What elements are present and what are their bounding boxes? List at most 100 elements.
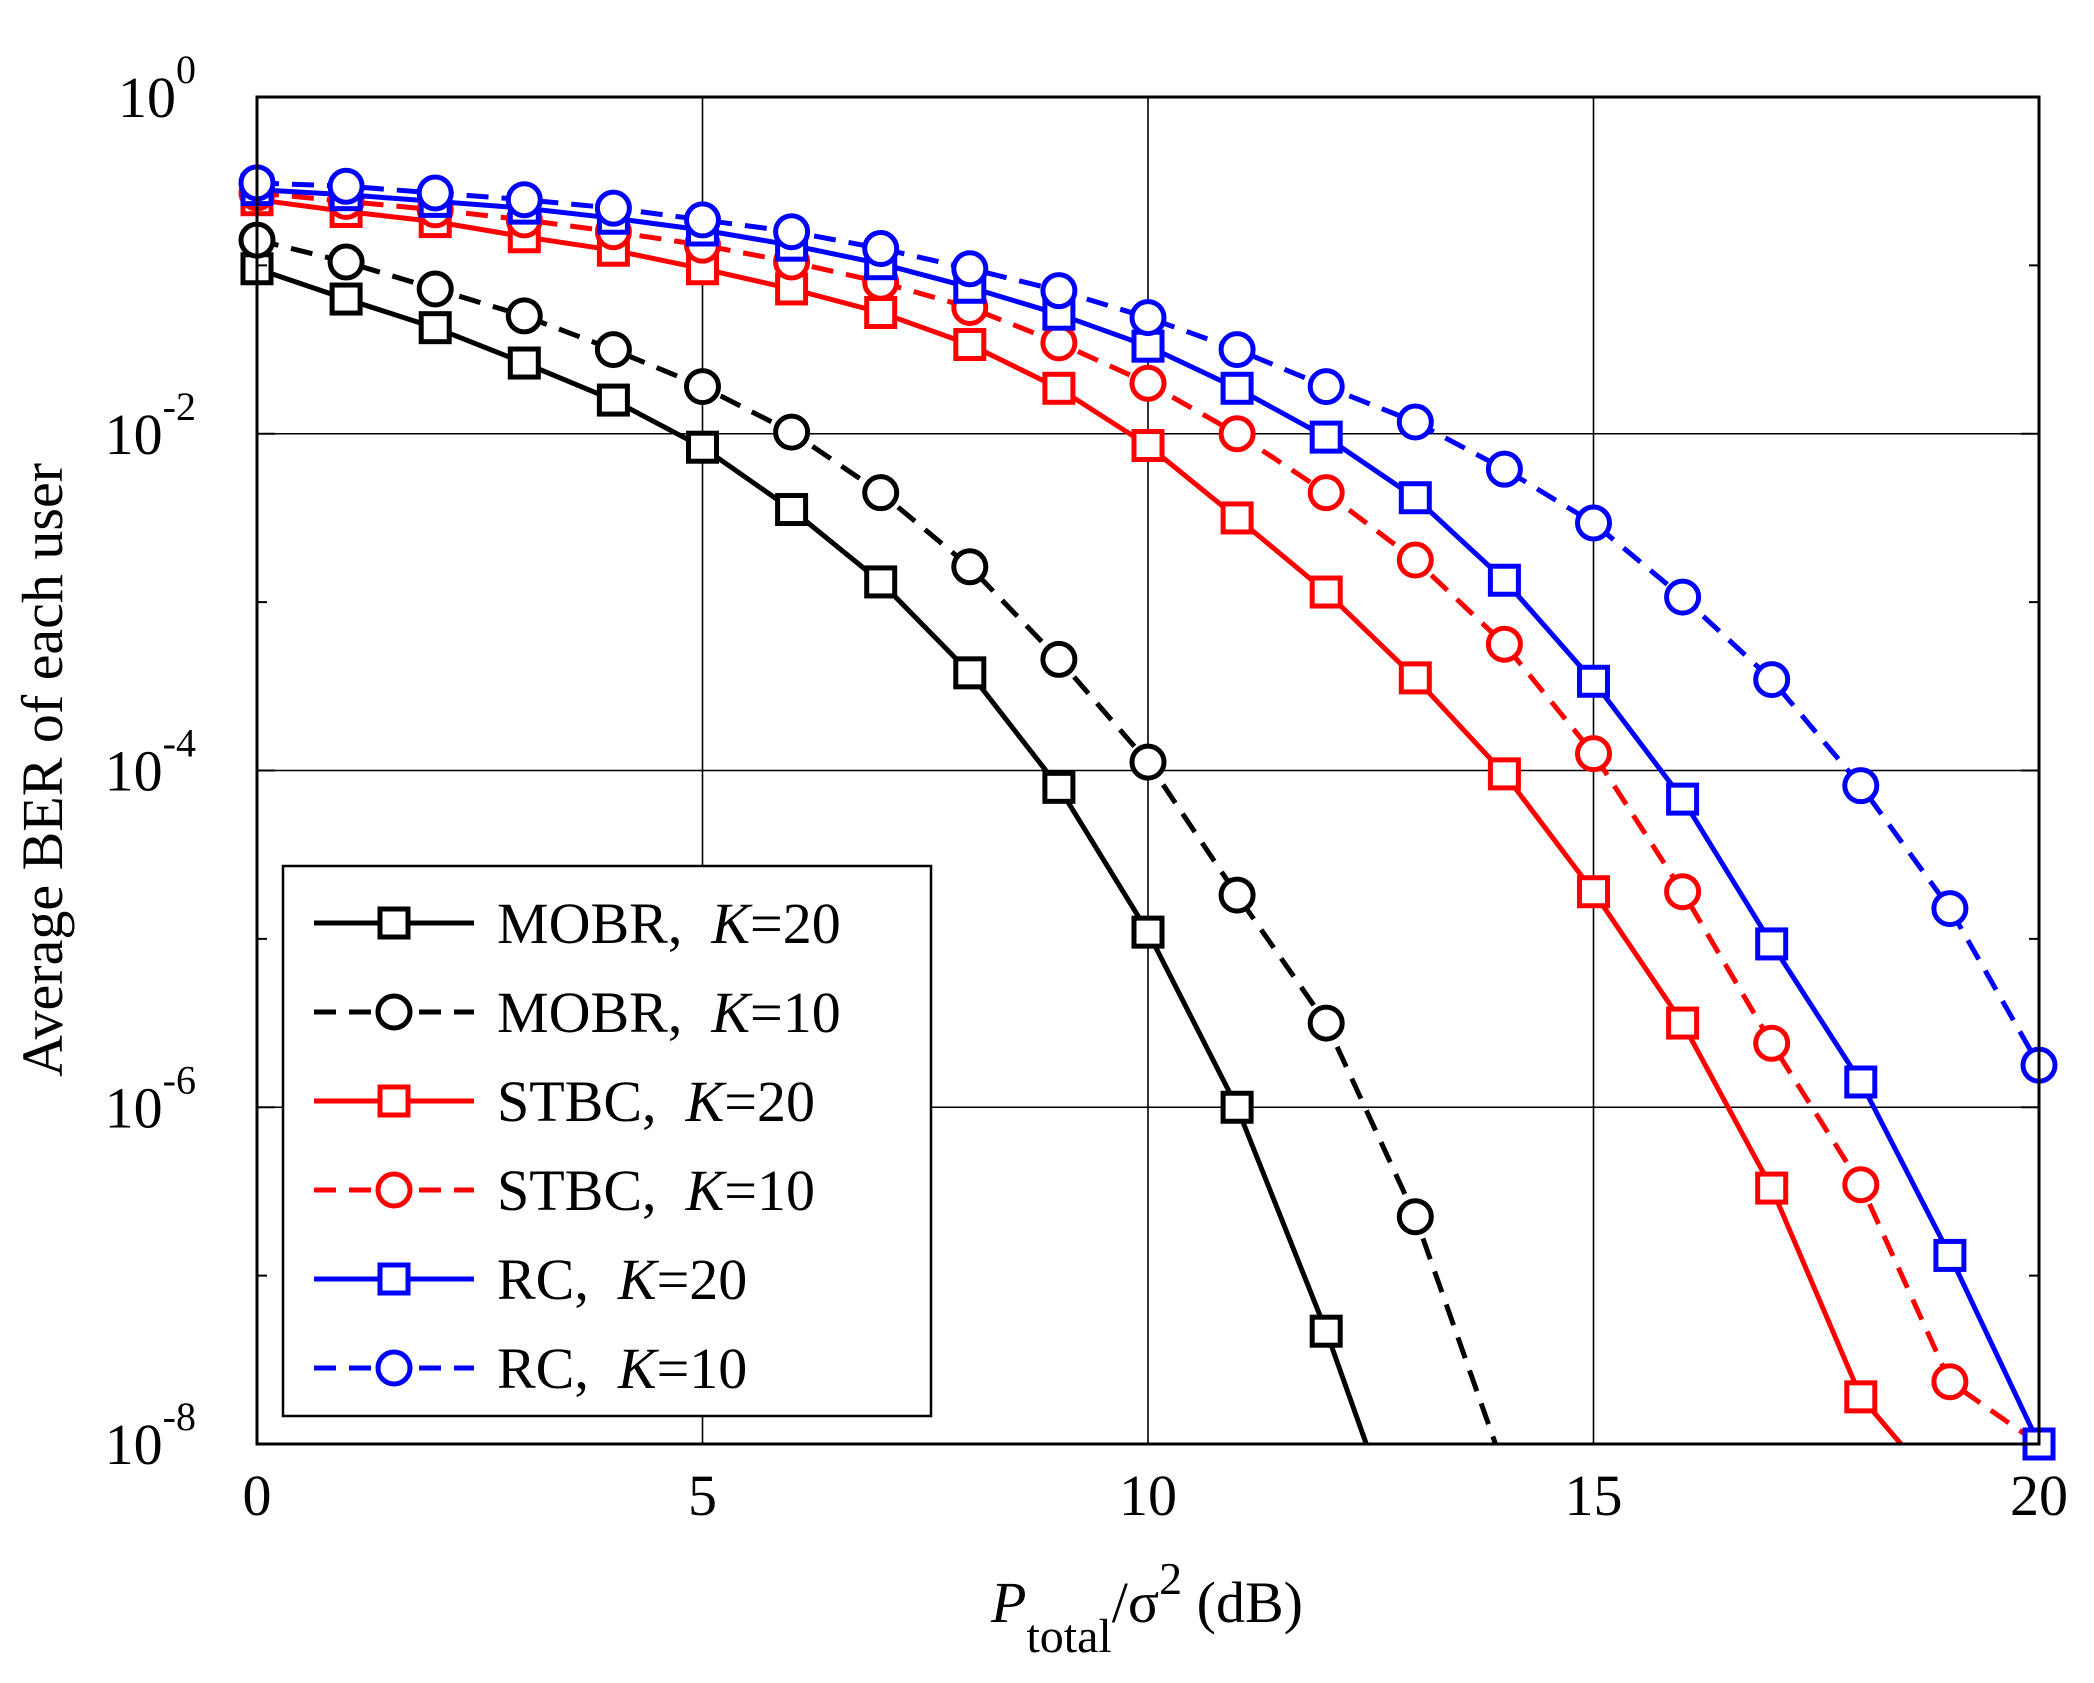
series-2-point-10 <box>1131 429 1165 463</box>
legend-marker-2 <box>377 1084 411 1118</box>
y-tick-label-2: 10-4 <box>105 721 196 804</box>
series-5-point-16 <box>1664 578 1702 616</box>
series-2-point-18 <box>1844 1380 1878 1414</box>
series-3-point-12 <box>1307 474 1345 512</box>
series-line-5 <box>256 180 2042 1067</box>
series-5-point-7 <box>862 230 900 268</box>
series-0-point-12 <box>1309 1314 1343 1348</box>
legend-marker-5 <box>375 1349 413 1387</box>
legend-k-value-1: =10 <box>750 980 841 1045</box>
legend-k-value-2: =20 <box>724 1069 815 1134</box>
y-tick-label-3: 10-6 <box>105 1057 196 1140</box>
series-2-point-9 <box>1042 371 1076 405</box>
legend-marker-1 <box>375 993 413 1031</box>
series-4-point-19 <box>1933 1238 1967 1272</box>
legend-label-2: STBC, K=20 <box>497 1069 815 1134</box>
legend-k-3: K <box>685 1158 728 1223</box>
series-1-point-11 <box>1218 876 1256 914</box>
legend-name-5: RC, <box>497 1336 618 1401</box>
y-tick-label-1: 10-2 <box>105 384 196 467</box>
legend-label-3: STBC, K=10 <box>497 1158 815 1223</box>
legend-label-4: RC, K=20 <box>497 1247 747 1312</box>
series-2-point-17 <box>1755 1171 1789 1205</box>
series-5-point-1 <box>327 167 365 205</box>
legend-entry-0: MOBR, K=20 <box>314 891 841 956</box>
y-tick-exponent-2: -4 <box>163 721 196 766</box>
legend-marker-3 <box>375 1171 413 1209</box>
x-tick-label-4: 20 <box>2010 1463 2068 1528</box>
legend-entry-5: RC, K=10 <box>314 1336 747 1401</box>
series-3-point-10 <box>1129 364 1167 402</box>
legend-name-1: MOBR, <box>497 980 711 1045</box>
series-0-point-11 <box>1220 1090 1254 1124</box>
y-tick-base-1: 10 <box>105 402 163 467</box>
legend-k-1: K <box>710 980 753 1045</box>
legend-name-3: STBC, <box>497 1158 686 1223</box>
series-5-point-9 <box>1040 272 1078 310</box>
series-5-point-5 <box>684 201 721 239</box>
y-tick-base-3: 10 <box>105 1075 163 1140</box>
series-5-point-14 <box>1485 450 1523 488</box>
series-1-point-5 <box>684 368 721 406</box>
series-1-point-6 <box>773 413 811 451</box>
series-0-point-9 <box>1042 770 1076 804</box>
series-1-point-10 <box>1129 743 1167 781</box>
legend-k-value-4: =20 <box>657 1247 748 1312</box>
series-3-point-17 <box>1753 1024 1791 1062</box>
series-4-point-16 <box>1666 782 1700 816</box>
series-1-point-13 <box>1396 1198 1434 1236</box>
legend-label-5: RC, K=10 <box>497 1336 747 1401</box>
series-2-point-16 <box>1666 1006 1700 1040</box>
y-tick-label-0: 100 <box>118 47 196 130</box>
series-3-point-14 <box>1485 625 1523 663</box>
series-3-point-16 <box>1664 873 1702 911</box>
x-tick-label-1: 5 <box>688 1463 717 1528</box>
series-4-point-18 <box>1844 1065 1878 1099</box>
x-axis-label: Ptotal/σ2 (dB) <box>990 1553 1303 1663</box>
y-axis-label: Average BER of each user <box>10 463 75 1077</box>
y-tick-exponent-0: 0 <box>176 47 196 92</box>
series-4-point-10 <box>1131 329 1165 363</box>
series-3-point-15 <box>1575 735 1612 773</box>
legend-box <box>281 864 933 1418</box>
series-5-point-19 <box>1931 890 1969 928</box>
series-0-point-6 <box>775 493 809 527</box>
series-2-point-14 <box>1487 757 1521 791</box>
y-tick-exponent-3: -6 <box>163 1057 196 1102</box>
series-5-point-17 <box>1753 661 1791 699</box>
series-5-point-12 <box>1307 368 1345 406</box>
series-5-point-11 <box>1218 331 1256 369</box>
legend-entry-3: STBC, K=10 <box>314 1158 815 1223</box>
series-2-point-13 <box>1398 661 1432 695</box>
x-label-sup: 2 <box>1159 1553 1182 1604</box>
y-tick-label-4: 10-8 <box>105 1394 196 1477</box>
series-5-point-10 <box>1129 299 1167 337</box>
series-0-point-7 <box>864 565 898 599</box>
y-tick-base-2: 10 <box>105 739 163 804</box>
legend-marker-0 <box>377 906 411 940</box>
legend-k-5: K <box>617 1336 660 1401</box>
series-4-point-17 <box>1755 927 1789 961</box>
series-5-point-4 <box>594 189 632 227</box>
x-label-main: P <box>990 1570 1026 1635</box>
series-2-point-8 <box>953 328 987 362</box>
series-layer <box>238 164 2058 1461</box>
y-tick-exponent-4: -8 <box>163 1394 196 1439</box>
series-0-point-10 <box>1131 915 1165 949</box>
x-label-sub: total <box>1026 1610 1111 1663</box>
series-4-point-11 <box>1220 371 1254 405</box>
legend-k-value-0: =20 <box>750 891 841 956</box>
x-tick-label-0: 0 <box>243 1463 272 1528</box>
series-1-point-1 <box>327 243 365 281</box>
series-5-point-3 <box>505 181 543 219</box>
series-5-point-2 <box>416 174 454 212</box>
y-tick-base-4: 10 <box>105 1412 163 1477</box>
series-3-point-9 <box>1040 324 1078 362</box>
series-2-point-12 <box>1309 575 1343 609</box>
legend-entry-1: MOBR, K=10 <box>314 980 841 1045</box>
y-tick-exponent-1: -2 <box>163 384 196 429</box>
legend-k-4: K <box>617 1247 660 1312</box>
series-1-point-7 <box>862 474 900 512</box>
